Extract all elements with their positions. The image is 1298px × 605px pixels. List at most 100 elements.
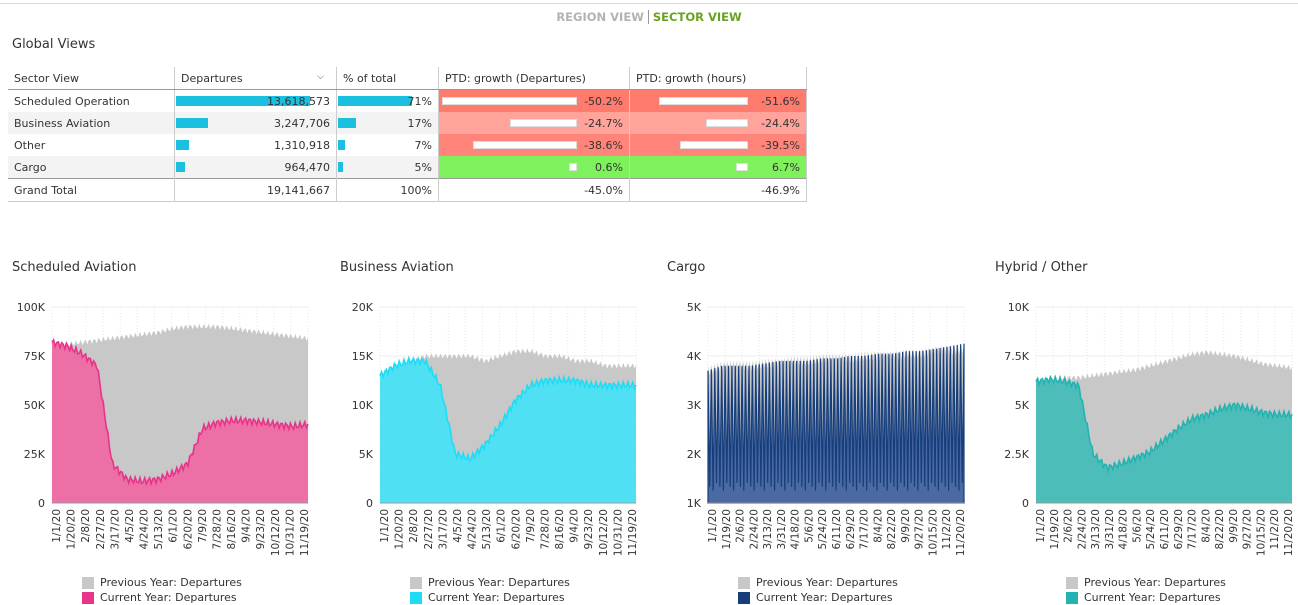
legend-swatch-previous (82, 576, 94, 589)
pct-value: 5% (414, 160, 432, 174)
x-tick-label: 1/20/20 (394, 509, 406, 549)
x-tick-label: 1/19/20 (721, 509, 733, 549)
departures-value: 3,247,706 (274, 116, 330, 130)
x-tick-label: 11/19/20 (299, 509, 311, 556)
legend-label-current: Current Year: Departures (428, 591, 565, 604)
table-row[interactable]: Business Aviation 3,247,706 17% -24.7% -24.4… (8, 112, 807, 134)
table-row[interactable]: Scheduled Operation 13,618,573 71% -50.2% -5… (8, 89, 807, 112)
legend-item-previous[interactable]: Previous Year: Departures (410, 575, 570, 590)
x-tick-label: 2/8/20 (408, 509, 420, 543)
x-tick-label: 10/12/20 (270, 509, 282, 556)
y-tick-label: 5K (359, 448, 374, 461)
legend-item-previous[interactable]: Previous Year: Departures (1066, 575, 1226, 590)
y-tick-label: 5K (1015, 399, 1030, 412)
total-growth-departures: -45.0% (438, 178, 630, 202)
header-sector-view[interactable]: Sector View (8, 67, 175, 90)
legend-label-previous: Previous Year: Departures (756, 576, 898, 589)
legend-swatch-previous (410, 576, 422, 589)
x-tick-label: 2/6/20 (735, 509, 747, 543)
total-departures: 19,141,667 (174, 178, 337, 202)
x-tick-label: 1/1/20 (707, 509, 719, 543)
y-tick-label: 2K (687, 448, 702, 461)
growth-departures-value: -38.6% (584, 138, 623, 152)
y-tick-label: 100K (17, 301, 46, 314)
x-tick-label: 9/9/20 (1228, 509, 1240, 543)
sector-name: Business Aviation (8, 112, 175, 134)
legend-item-previous[interactable]: Previous Year: Departures (82, 575, 242, 590)
pct-bar (338, 162, 343, 172)
header-growth-hours[interactable]: PTD: growth (hours) (629, 67, 807, 90)
sort-chevron-icon[interactable]: ⌵ (317, 71, 324, 82)
growth-hours-value: -39.5% (761, 138, 800, 152)
x-tick-label: 10/15/20 (927, 509, 939, 556)
y-tick-label: 1K (687, 497, 702, 510)
x-tick-label: 3/13/20 (1090, 509, 1102, 549)
x-tick-label: 9/9/20 (900, 509, 912, 543)
legend-label-previous: Previous Year: Departures (428, 576, 570, 589)
header-growth-departures[interactable]: PTD: growth (Departures) (438, 67, 630, 90)
growth-hours-cell: -51.6% (629, 89, 807, 112)
legend-swatch-current (1066, 591, 1078, 604)
page-title: Global Views (12, 37, 96, 52)
x-tick-label: 3/13/20 (762, 509, 774, 549)
growth-departures-cell: -38.6% (438, 134, 630, 156)
scheduled-aviation-chart: 100K 75K 50K 25K 0 1/1/20 1/20/20 2/8/20 2/27/20… (17, 301, 311, 556)
pct-value: 17% (407, 116, 432, 130)
tab-region-view[interactable]: REGION VIEW (552, 10, 649, 24)
legend-item-previous[interactable]: Previous Year: Departures (738, 575, 898, 590)
x-tick-label: 3/17/20 (109, 509, 121, 549)
table-row[interactable]: Other 1,310,918 7% -38.6% -39.5% (8, 134, 807, 156)
x-tick-label: 4/24/20 (139, 509, 151, 549)
legend-hybrid: Previous Year: Departures Current Year: … (1066, 575, 1226, 605)
x-tick-label: 7/9/20 (525, 509, 537, 543)
growth-departures-bar (510, 119, 577, 127)
x-tick-label: 7/17/20 (859, 509, 871, 549)
tab-sector-view[interactable]: SECTOR VIEW (652, 10, 742, 24)
departures-bar (176, 140, 189, 150)
x-tick-label: 2/24/20 (748, 509, 760, 549)
departures-bar (176, 118, 208, 128)
x-tick-label: 1/1/20 (1035, 509, 1047, 543)
x-tick-label: 4/5/20 (124, 509, 136, 543)
y-tick-label: 50K (24, 399, 46, 412)
legend-label-current: Current Year: Departures (1084, 591, 1221, 604)
legend-swatch-current (410, 591, 422, 604)
growth-departures-bar (473, 141, 577, 149)
business-aviation-chart: 20K 15K 10K 5K 0 1/1/20 1/20/20 2/8/20 2/27/20 3/… (352, 301, 639, 556)
growth-departures-cell: 0.6% (438, 156, 630, 179)
header-pct-total[interactable]: % of total (336, 67, 439, 90)
x-tick-label: 2/8/20 (80, 509, 92, 543)
legend-item-current[interactable]: Current Year: Departures (738, 590, 898, 605)
x-tick-label: 6/29/20 (845, 509, 857, 549)
table-header-row: Sector View Departures ⌵ % of total PTD: … (8, 67, 807, 90)
pct-bar (338, 140, 345, 150)
header-departures[interactable]: Departures ⌵ (174, 67, 337, 90)
y-tick-label: 0 (1022, 497, 1029, 510)
x-tick-label: 6/11/20 (1159, 509, 1171, 549)
departures-bar (176, 96, 310, 106)
growth-departures-value: -24.7% (584, 116, 623, 130)
hybrid-other-chart: 10K 7.5K 5K 2.5K 0 1/1/20 1/19/20 2/6/20 2/24/20… (1004, 301, 1295, 556)
pct-cell: 17% (336, 112, 439, 134)
x-tick-label: 7/17/20 (1187, 509, 1199, 549)
legend-item-current[interactable]: Current Year: Departures (82, 590, 242, 605)
table-row[interactable]: Cargo 964,470 5% 0.6% 6.7% (8, 156, 807, 179)
x-tick-label: 2/6/20 (1063, 509, 1075, 543)
x-tick-label: 9/4/20 (569, 509, 581, 543)
legend-item-current[interactable]: Current Year: Departures (410, 590, 570, 605)
legend-cargo: Previous Year: Departures Current Year: … (738, 575, 898, 605)
cargo-chart: 5K 4K 3K 2K 1K 1/1/20 1/19/20 2/6/20 2/24/20 3/13… (687, 301, 967, 556)
x-tick-label: 9/23/20 (255, 509, 267, 549)
x-tick-label: 7/28/20 (212, 509, 224, 549)
legend-item-current[interactable]: Current Year: Departures (1066, 590, 1226, 605)
x-tick-label: 5/13/20 (481, 509, 493, 549)
x-tick-label: 2/27/20 (423, 509, 435, 549)
x-tick-label: 1/20/20 (66, 509, 78, 549)
sector-name: Scheduled Operation (8, 89, 175, 112)
x-tick-label: 4/5/20 (452, 509, 464, 543)
series-current-line (51, 337, 309, 487)
x-tick-label: 8/22/20 (886, 509, 898, 549)
growth-hours-bar (680, 141, 748, 149)
x-tick-label: 5/24/20 (1145, 509, 1157, 549)
pct-bar (338, 118, 356, 128)
